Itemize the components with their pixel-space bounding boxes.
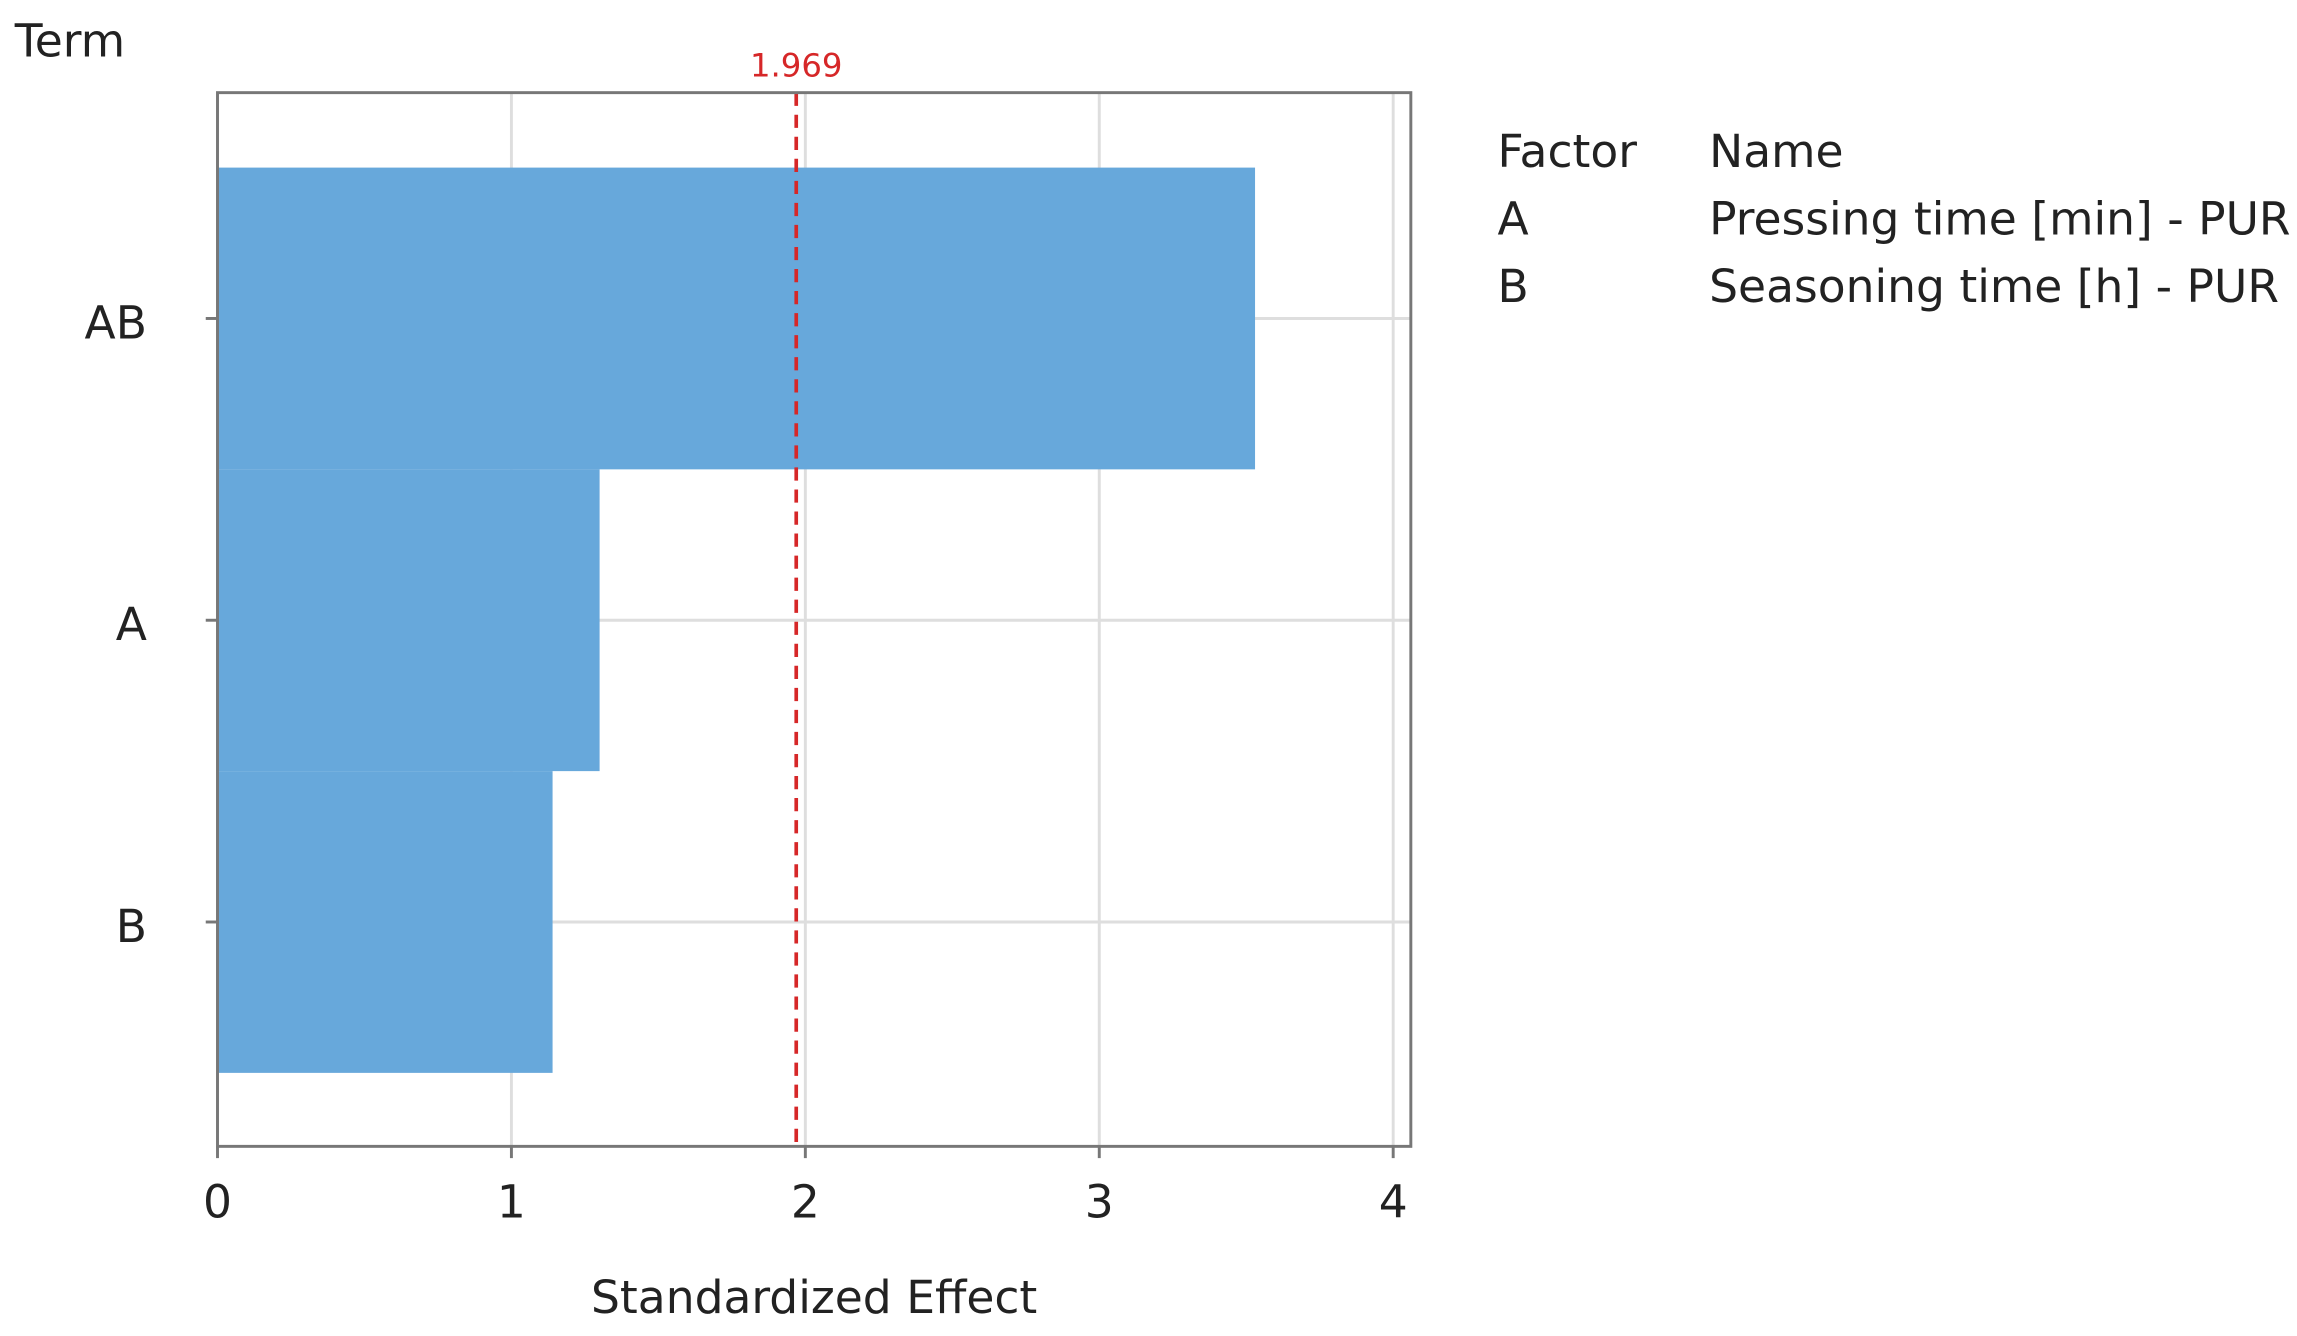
bar <box>217 771 553 1073</box>
y-tick-label: B <box>116 900 147 953</box>
table-header: Name <box>1709 125 1843 178</box>
y-tick-label: A <box>116 598 147 651</box>
bar <box>217 469 600 772</box>
table-header: Factor <box>1498 125 1638 178</box>
x-tick-label: 1 <box>497 1176 526 1229</box>
y-tick-label: AB <box>85 296 147 349</box>
x-tick-label: 2 <box>791 1176 820 1229</box>
x-tick-label: 0 <box>203 1176 232 1229</box>
x-axis-title: Standardized Effect <box>591 1271 1037 1324</box>
x-tick-label: 4 <box>1379 1176 1408 1229</box>
bar <box>217 167 1256 470</box>
table-cell: B <box>1498 260 1529 313</box>
table-cell: A <box>1498 192 1529 245</box>
y-axis-title: Term <box>14 15 125 68</box>
reference-label: 1.969 <box>750 47 843 85</box>
table-cell: Pressing time [min] - PUR <box>1709 192 2290 245</box>
table-cell: Seasoning time [h] - PUR <box>1709 260 2279 313</box>
x-tick-label: 3 <box>1085 1176 1114 1229</box>
